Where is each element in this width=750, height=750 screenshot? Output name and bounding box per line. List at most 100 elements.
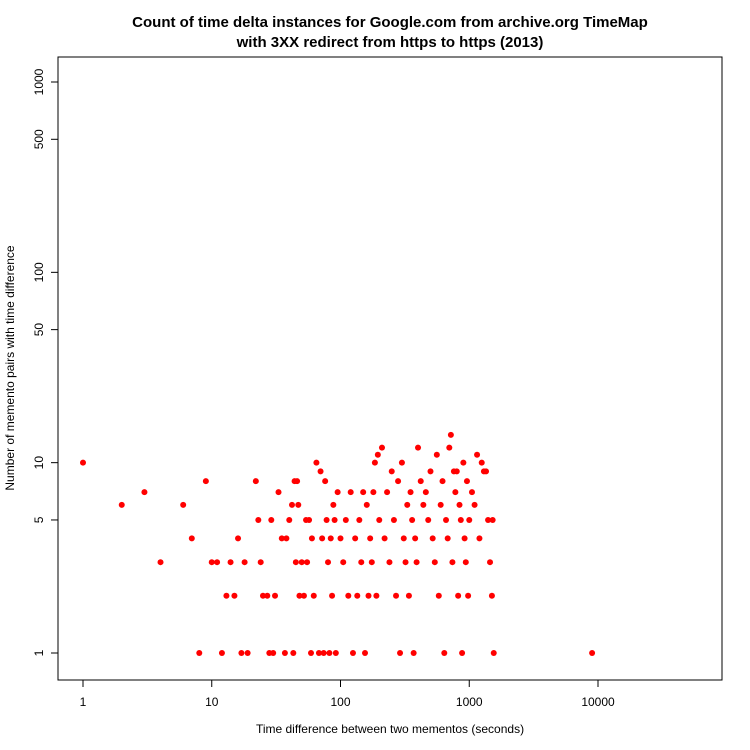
data-point — [294, 478, 301, 485]
data-point — [483, 468, 490, 475]
data-point — [345, 592, 352, 599]
data-point — [465, 592, 472, 599]
data-point — [356, 516, 363, 523]
data-point — [298, 559, 305, 566]
data-point — [476, 535, 483, 542]
y-tick-label: 1000 — [32, 68, 46, 95]
data-point — [490, 650, 497, 656]
data-point — [378, 444, 385, 451]
data-point — [227, 559, 234, 566]
data-point — [441, 650, 448, 656]
data-point — [362, 650, 369, 656]
data-point — [474, 451, 481, 458]
data-point — [360, 489, 367, 496]
data-point — [352, 535, 359, 542]
data-point — [417, 478, 424, 485]
data-point — [330, 501, 337, 508]
data-point — [275, 489, 282, 496]
data-point — [319, 535, 326, 542]
x-axis-label: Time difference between two mementos (se… — [256, 722, 524, 736]
data-point — [296, 592, 303, 599]
data-point — [485, 516, 492, 523]
data-point — [313, 459, 320, 466]
data-point — [431, 559, 438, 566]
data-point — [393, 592, 400, 599]
data-point — [409, 516, 416, 523]
data-point — [157, 559, 164, 566]
data-point — [331, 516, 338, 523]
data-point — [264, 592, 271, 599]
data-point — [334, 489, 341, 496]
data-point — [363, 501, 370, 508]
data-point — [329, 592, 336, 599]
data-point — [231, 592, 238, 599]
x-tick-label: 10 — [205, 695, 219, 709]
data-point — [238, 650, 245, 656]
y-tick-label: 1 — [32, 649, 46, 656]
data-point — [443, 516, 450, 523]
data-point — [327, 535, 334, 542]
data-point — [342, 516, 349, 523]
y-tick-label: 10 — [32, 456, 46, 470]
y-tick-label: 500 — [32, 129, 46, 149]
data-point — [272, 592, 279, 599]
data-point — [188, 535, 195, 542]
data-point — [218, 650, 225, 656]
data-point — [397, 650, 404, 656]
data-point — [452, 489, 459, 496]
data-point — [402, 559, 409, 566]
data-point — [308, 535, 315, 542]
data-point — [340, 559, 347, 566]
data-point — [427, 468, 434, 475]
data-point — [278, 535, 285, 542]
data-point — [429, 535, 436, 542]
data-point — [410, 650, 417, 656]
data-point — [290, 650, 297, 656]
data-point — [196, 650, 203, 656]
data-point — [439, 478, 446, 485]
data-point — [462, 559, 469, 566]
data-point — [368, 559, 375, 566]
data-point — [468, 489, 475, 496]
data-point — [412, 535, 419, 542]
y-tick-label: 100 — [32, 262, 46, 282]
data-point — [268, 516, 275, 523]
data-point — [471, 501, 478, 508]
data-point — [456, 501, 463, 508]
data-point — [255, 516, 262, 523]
data-point — [332, 650, 339, 656]
data-point — [180, 501, 187, 508]
x-tick-label: 10000 — [581, 695, 615, 709]
y-tick-label: 5 — [32, 516, 46, 523]
data-point — [400, 535, 407, 542]
data-point — [405, 592, 412, 599]
data-point — [367, 535, 374, 542]
data-point — [241, 559, 248, 566]
data-point — [281, 650, 288, 656]
data-point — [270, 650, 277, 656]
data-point — [214, 559, 221, 566]
y-axis-label: Number of memento pairs with time differ… — [3, 245, 17, 491]
data-point — [244, 650, 251, 656]
data-point — [141, 489, 148, 496]
data-point — [390, 516, 397, 523]
data-point — [349, 650, 356, 656]
data-point — [466, 516, 473, 523]
data-points — [80, 431, 596, 656]
data-point — [223, 592, 230, 599]
data-point — [235, 535, 242, 542]
data-point — [202, 478, 209, 485]
data-point — [373, 592, 380, 599]
data-point — [420, 501, 427, 508]
data-point — [252, 478, 259, 485]
data-point — [422, 489, 429, 496]
data-point — [371, 459, 378, 466]
data-point — [283, 535, 290, 542]
data-point — [413, 559, 420, 566]
data-point — [208, 559, 215, 566]
data-point — [317, 468, 324, 475]
data-point — [381, 535, 388, 542]
data-point — [449, 559, 456, 566]
data-point — [425, 516, 432, 523]
y-tick-label: 50 — [32, 323, 46, 337]
